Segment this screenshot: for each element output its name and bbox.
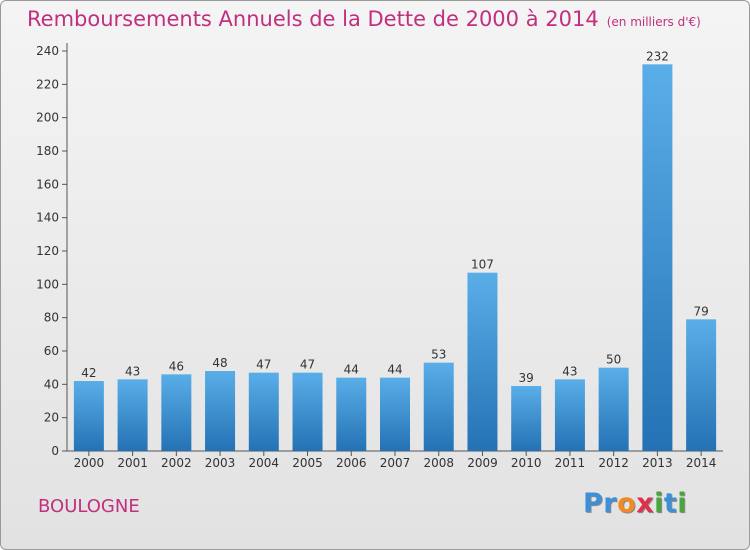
data-label: 42 [81, 366, 96, 380]
data-label: 43 [125, 364, 140, 378]
bar [336, 377, 367, 451]
bar [423, 362, 454, 451]
data-label: 47 [256, 358, 271, 372]
y-tick-label: 160 [36, 177, 59, 191]
x-tick-label: 2012 [598, 456, 629, 470]
x-tick-label: 2001 [117, 456, 148, 470]
x-tick-label: 2004 [249, 456, 280, 470]
data-label: 48 [212, 356, 227, 370]
y-tick-label: 60 [44, 344, 59, 358]
bar [598, 367, 629, 451]
logo-letter: r [603, 488, 618, 519]
logo-letter: P [583, 488, 604, 519]
data-label: 39 [519, 371, 534, 385]
bar [205, 371, 236, 451]
bar [73, 381, 104, 451]
data-label: 46 [169, 359, 184, 373]
bar [380, 377, 410, 451]
logo-letter: t [663, 488, 678, 519]
y-tick-label: 240 [36, 44, 59, 58]
y-tick-label: 200 [36, 111, 59, 125]
x-tick-label: 2011 [555, 456, 586, 470]
bar [554, 379, 585, 451]
y-tick-label: 40 [44, 377, 59, 391]
x-tick-label: 2002 [161, 456, 192, 470]
data-label: 107 [471, 258, 494, 272]
x-tick-label: 2008 [423, 456, 454, 470]
x-tick-label: 2010 [511, 456, 542, 470]
y-tick-label: 220 [36, 77, 59, 91]
bar [511, 386, 542, 451]
proxiti-logo: Proxiti [583, 488, 687, 519]
x-tick-label: 2014 [686, 456, 717, 470]
bar [642, 64, 673, 452]
y-tick-label: 120 [36, 244, 59, 258]
x-tick-label: 2000 [74, 456, 105, 470]
x-tick-label: 2003 [205, 456, 236, 470]
y-tick-label: 180 [36, 144, 59, 158]
data-label: 50 [606, 353, 621, 367]
city-label: BOULOGNE [38, 496, 140, 517]
logo-letter: x [636, 488, 655, 519]
x-tick-label: 2013 [642, 456, 673, 470]
chart-unit: (en milliers d'€) [606, 15, 701, 29]
y-tick-label: 140 [36, 211, 59, 225]
y-tick-label: 0 [51, 444, 59, 458]
x-tick-label: 2005 [292, 456, 323, 470]
data-label: 53 [431, 348, 446, 362]
chart-title: Remboursements Annuels de la Dette de 20… [27, 7, 701, 31]
y-tick-label: 80 [44, 311, 59, 325]
bar [686, 319, 717, 451]
bar [248, 372, 279, 451]
x-tick-label: 2007 [380, 456, 411, 470]
bar [292, 372, 323, 451]
data-label: 43 [562, 364, 577, 378]
x-tick-label: 2006 [336, 456, 367, 470]
logo-letter: i [654, 488, 664, 519]
data-label: 47 [300, 358, 315, 372]
data-label: 79 [693, 304, 708, 318]
chart-title-text: Remboursements Annuels de la Dette de 20… [27, 7, 599, 31]
logo-letter: i [677, 488, 688, 519]
logo-letter: o [617, 488, 637, 519]
bar [161, 374, 192, 451]
y-tick-label: 20 [44, 411, 59, 425]
x-tick-label: 2009 [467, 456, 498, 470]
data-label: 44 [344, 363, 359, 377]
data-label: 232 [646, 49, 669, 63]
y-tick-label: 100 [36, 277, 59, 291]
bar [467, 272, 498, 451]
bar [117, 379, 148, 451]
data-label: 44 [387, 363, 402, 377]
